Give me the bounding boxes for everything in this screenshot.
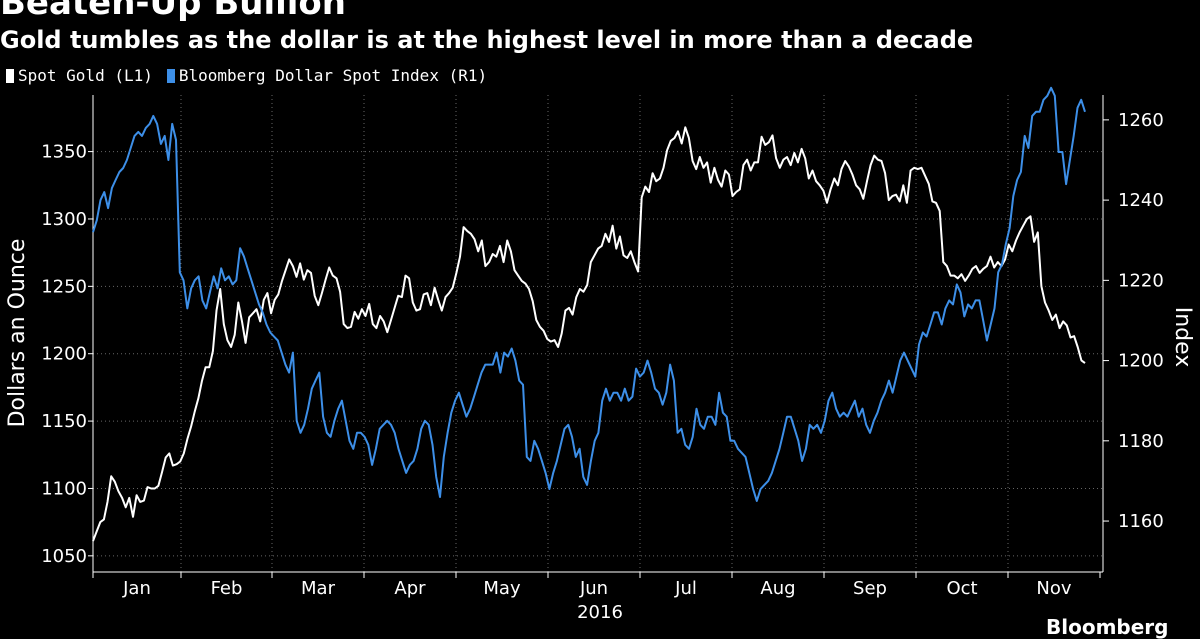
x-tick-label: Mar [301,578,336,599]
series-line-dollar-index [92,86,1086,502]
right-tick-label: 1260 [1118,110,1164,131]
legend-label-dollar: Bloomberg Dollar Spot Index (R1) [178,66,488,85]
legend-swatch-gold [6,68,14,83]
x-tick-label: May [483,578,521,599]
series-layer [92,86,1086,542]
x-tick-label: Apr [394,578,426,599]
left-tick-label: 1200 [41,344,87,365]
legend-swatch-dollar [166,68,175,83]
labels-layer: 1050 1100 1150 1200 1250 1300 1350 1160 1180 1200… [5,110,1195,623]
series-line-spot-gold [92,126,1086,542]
bloomberg-logo: Bloomberg [1046,615,1169,639]
right-tick-label: 1160 [1118,511,1164,532]
grid-layer [93,95,1103,572]
x-tick-label: Sep [853,578,887,599]
x-tick-label: Nov [1036,578,1071,599]
x-tick-label: Jul [674,578,697,599]
chart-subtitle: Gold tumbles as the dollar is at the hig… [0,26,974,54]
right-axis-title: Index [1170,307,1195,368]
x-year-label: 2016 [577,602,623,623]
axes-layer [88,95,1109,578]
left-tick-label: 1150 [41,411,87,432]
x-tick-label: Oct [946,578,977,599]
x-tick-label: Aug [760,578,795,599]
chart-title: Beaten-Up Bullion [0,0,346,23]
right-tick-label: 1180 [1118,431,1164,452]
right-tick-label: 1200 [1118,351,1164,372]
legend-item-dollar: Bloomberg Dollar Spot Index (R1) [166,66,488,85]
left-tick-label: 1350 [41,142,87,163]
left-tick-label: 1050 [41,546,87,567]
right-tick-label: 1220 [1118,270,1164,291]
x-tick-label: Feb [211,578,243,599]
legend-item-gold: Spot Gold (L1) [6,66,153,85]
left-tick-label: 1300 [41,209,87,230]
left-tick-label: 1250 [41,276,87,297]
legend: Spot Gold (L1) Bloomberg Dollar Spot Ind… [6,66,501,85]
x-tick-label: Jan [122,578,151,599]
left-axis-title: Dollars an Ounce [5,239,30,428]
x-tick-label: Jun [579,578,608,599]
left-tick-label: 1100 [41,478,87,499]
legend-label-gold: Spot Gold (L1) [18,66,153,85]
right-tick-label: 1240 [1118,190,1164,211]
